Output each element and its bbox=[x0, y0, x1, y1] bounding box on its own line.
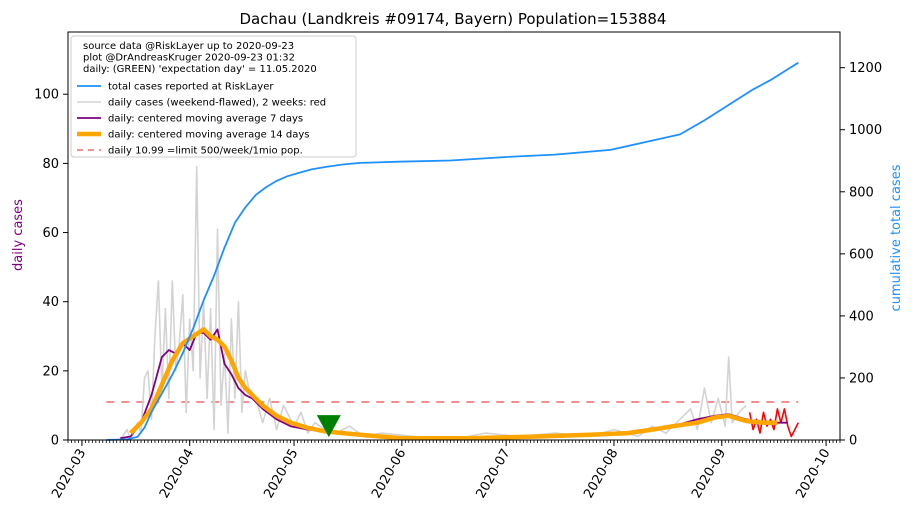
y-right-tick-label: 800 bbox=[849, 185, 874, 200]
expectation-day-marker bbox=[316, 415, 341, 438]
y-right-tick-label: 0 bbox=[849, 434, 857, 449]
legend-entry: daily cases (weekend-flawed), 2 weeks: r… bbox=[108, 98, 326, 109]
legend-header-line: source data @RiskLayer up to 2020-09-23 bbox=[83, 41, 294, 52]
daily-cases-line bbox=[119, 166, 747, 441]
x-tick-label: 2020-06 bbox=[369, 447, 409, 502]
legend-box bbox=[70, 35, 357, 158]
y-left-tick-label: 100 bbox=[34, 88, 59, 103]
x-tick-label: 2020-09 bbox=[689, 447, 729, 502]
y-axis-left-label: daily cases bbox=[11, 199, 26, 271]
y-right-tick-label: 600 bbox=[849, 247, 874, 262]
legend-header-line: daily: (GREEN) 'expectation day' = 11.05… bbox=[83, 64, 317, 75]
legend-entry: daily: centered moving average 14 days bbox=[108, 130, 309, 141]
total-cases-line bbox=[106, 61, 799, 441]
y-axis-right-label: cumulative total cases bbox=[889, 164, 904, 311]
legend-header-line: plot @DrAndreasKruger 2020-09-23 01:32 bbox=[83, 53, 295, 64]
y-right-tick-label: 1200 bbox=[849, 61, 882, 76]
y-right-tick-label: 400 bbox=[849, 309, 874, 324]
legend-entry: daily: centered moving average 7 days bbox=[108, 114, 303, 125]
legend-entry: total cases reported at RiskLayer bbox=[108, 82, 274, 93]
x-tick-label: 2020-07 bbox=[473, 447, 513, 502]
y-left-tick-label: 80 bbox=[42, 157, 59, 172]
y-right-tick-label: 200 bbox=[849, 371, 874, 386]
y-left-tick-label: 40 bbox=[42, 295, 59, 310]
y-left-tick-label: 0 bbox=[51, 434, 59, 449]
y-left-tick-label: 20 bbox=[42, 364, 59, 379]
x-tick-label: 2020-05 bbox=[261, 447, 301, 502]
x-tick-label: 2020-04 bbox=[157, 447, 197, 502]
chart-title: Dachau (Landkreis #09174, Bayern) Popula… bbox=[240, 10, 667, 28]
legend-entry: daily 10.99 =limit 500/week/1mio pop. bbox=[108, 146, 303, 157]
x-tick-label: 2020-08 bbox=[581, 447, 621, 502]
y-right-tick-label: 1000 bbox=[849, 123, 882, 138]
x-tick-label: 2020-03 bbox=[49, 447, 89, 502]
y-left-tick-label: 60 bbox=[42, 226, 59, 241]
series-layer bbox=[106, 61, 800, 441]
legend: source data @RiskLayer up to 2020-09-23p… bbox=[70, 35, 357, 158]
x-tick-label: 2020-10 bbox=[793, 447, 833, 502]
